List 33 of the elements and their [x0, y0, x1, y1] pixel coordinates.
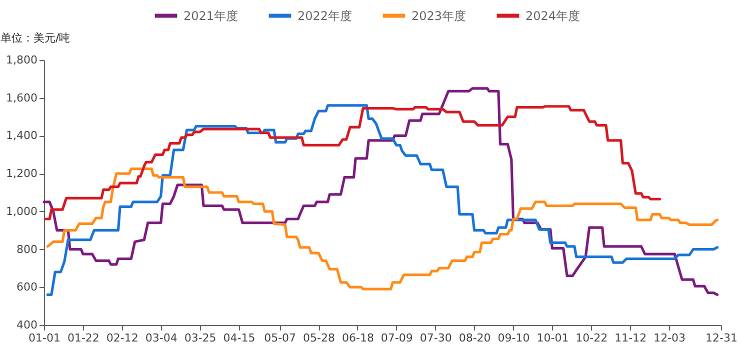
x-tick-label: 01-22: [67, 332, 100, 344]
x-tick-label: 03-04: [145, 332, 178, 344]
x-tick-label: 09-10: [498, 332, 530, 344]
x-tick-label: 07-30: [420, 332, 452, 344]
legend-label: 2022年度: [298, 8, 352, 23]
x-tick-label: 03-25: [184, 332, 216, 344]
x-tick-label: 10-01: [536, 332, 569, 344]
y-tick-label: 1,800: [6, 54, 38, 66]
x-tick-label: 11-12: [614, 332, 647, 344]
x-tick-label: 12-03: [654, 332, 686, 344]
x-tick-label: 08-20: [458, 332, 491, 344]
x-tick-label: 12-31: [706, 332, 738, 344]
x-tick-label: 10-22: [576, 332, 608, 344]
legend-label: 2021年度: [184, 8, 238, 23]
legend-label: 2024年度: [526, 8, 580, 23]
x-tick-label: 05-07: [264, 332, 296, 344]
y-tick-label: 1,000: [6, 204, 38, 218]
y-tick-label: 600: [16, 280, 38, 294]
legend-label: 2023年度: [412, 8, 466, 23]
y-tick-label: 1,400: [6, 129, 38, 142]
y-axis-title: 单位：美元/吨: [0, 32, 70, 44]
x-tick-label: 04-15: [223, 332, 256, 344]
x-tick-label: 06-18: [342, 332, 374, 344]
x-tick-label: 01-01: [28, 332, 60, 344]
y-tick-label: 1,600: [6, 91, 38, 104]
line-series: [44, 105, 662, 220]
x-tick-label: 02-12: [106, 332, 138, 344]
y-tick-label: 800: [16, 242, 38, 256]
x-tick-label: 05-28: [303, 332, 335, 344]
x-tick-label: 07-09: [380, 332, 413, 344]
line-series: [46, 168, 719, 290]
y-tick-label: 400: [16, 318, 38, 332]
y-tick-label: 1,200: [6, 167, 38, 180]
